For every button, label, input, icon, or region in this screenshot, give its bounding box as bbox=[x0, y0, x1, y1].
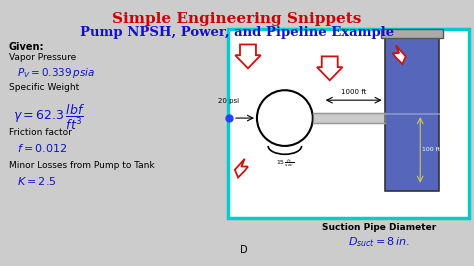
Bar bbox=[384, 39, 439, 191]
Text: 100 ft: 100 ft bbox=[422, 147, 440, 152]
Bar bbox=[381, 28, 443, 39]
Text: 1000 ft: 1000 ft bbox=[341, 89, 366, 95]
Text: $\gamma = 62.3\,\dfrac{lbf}{ft^3}$: $\gamma = 62.3\,\dfrac{lbf}{ft^3}$ bbox=[13, 103, 85, 132]
Bar bbox=[228, 28, 469, 218]
Text: 20 psi: 20 psi bbox=[219, 98, 239, 104]
Text: Suction Pipe Diameter: Suction Pipe Diameter bbox=[322, 223, 437, 231]
Polygon shape bbox=[317, 56, 343, 80]
Text: $f = 0.012$: $f = 0.012$ bbox=[17, 142, 67, 154]
Polygon shape bbox=[235, 44, 261, 68]
Polygon shape bbox=[392, 45, 406, 64]
Polygon shape bbox=[235, 159, 248, 177]
Text: Pump NPSH, Power, and Pipeline Example: Pump NPSH, Power, and Pipeline Example bbox=[80, 26, 394, 39]
Text: $K = 2.5$: $K = 2.5$ bbox=[17, 175, 56, 187]
Text: $15\,\frac{ft}{sec}$: $15\,\frac{ft}{sec}$ bbox=[276, 158, 294, 169]
Text: $D_{suct} = 8\,in.$: $D_{suct} = 8\,in.$ bbox=[348, 235, 410, 249]
Circle shape bbox=[257, 90, 313, 146]
Text: D: D bbox=[240, 246, 247, 255]
Text: Specific Weight: Specific Weight bbox=[9, 83, 79, 92]
Text: Given:: Given: bbox=[9, 43, 44, 52]
Text: $P_V = 0.339\,psia$: $P_V = 0.339\,psia$ bbox=[17, 66, 95, 80]
Text: Minor Losses from Pump to Tank: Minor Losses from Pump to Tank bbox=[9, 161, 155, 170]
Text: Vapor Pressure: Vapor Pressure bbox=[9, 53, 76, 63]
Text: Friction factor: Friction factor bbox=[9, 128, 72, 137]
Text: Simple Engineering Snippets: Simple Engineering Snippets bbox=[112, 12, 362, 26]
